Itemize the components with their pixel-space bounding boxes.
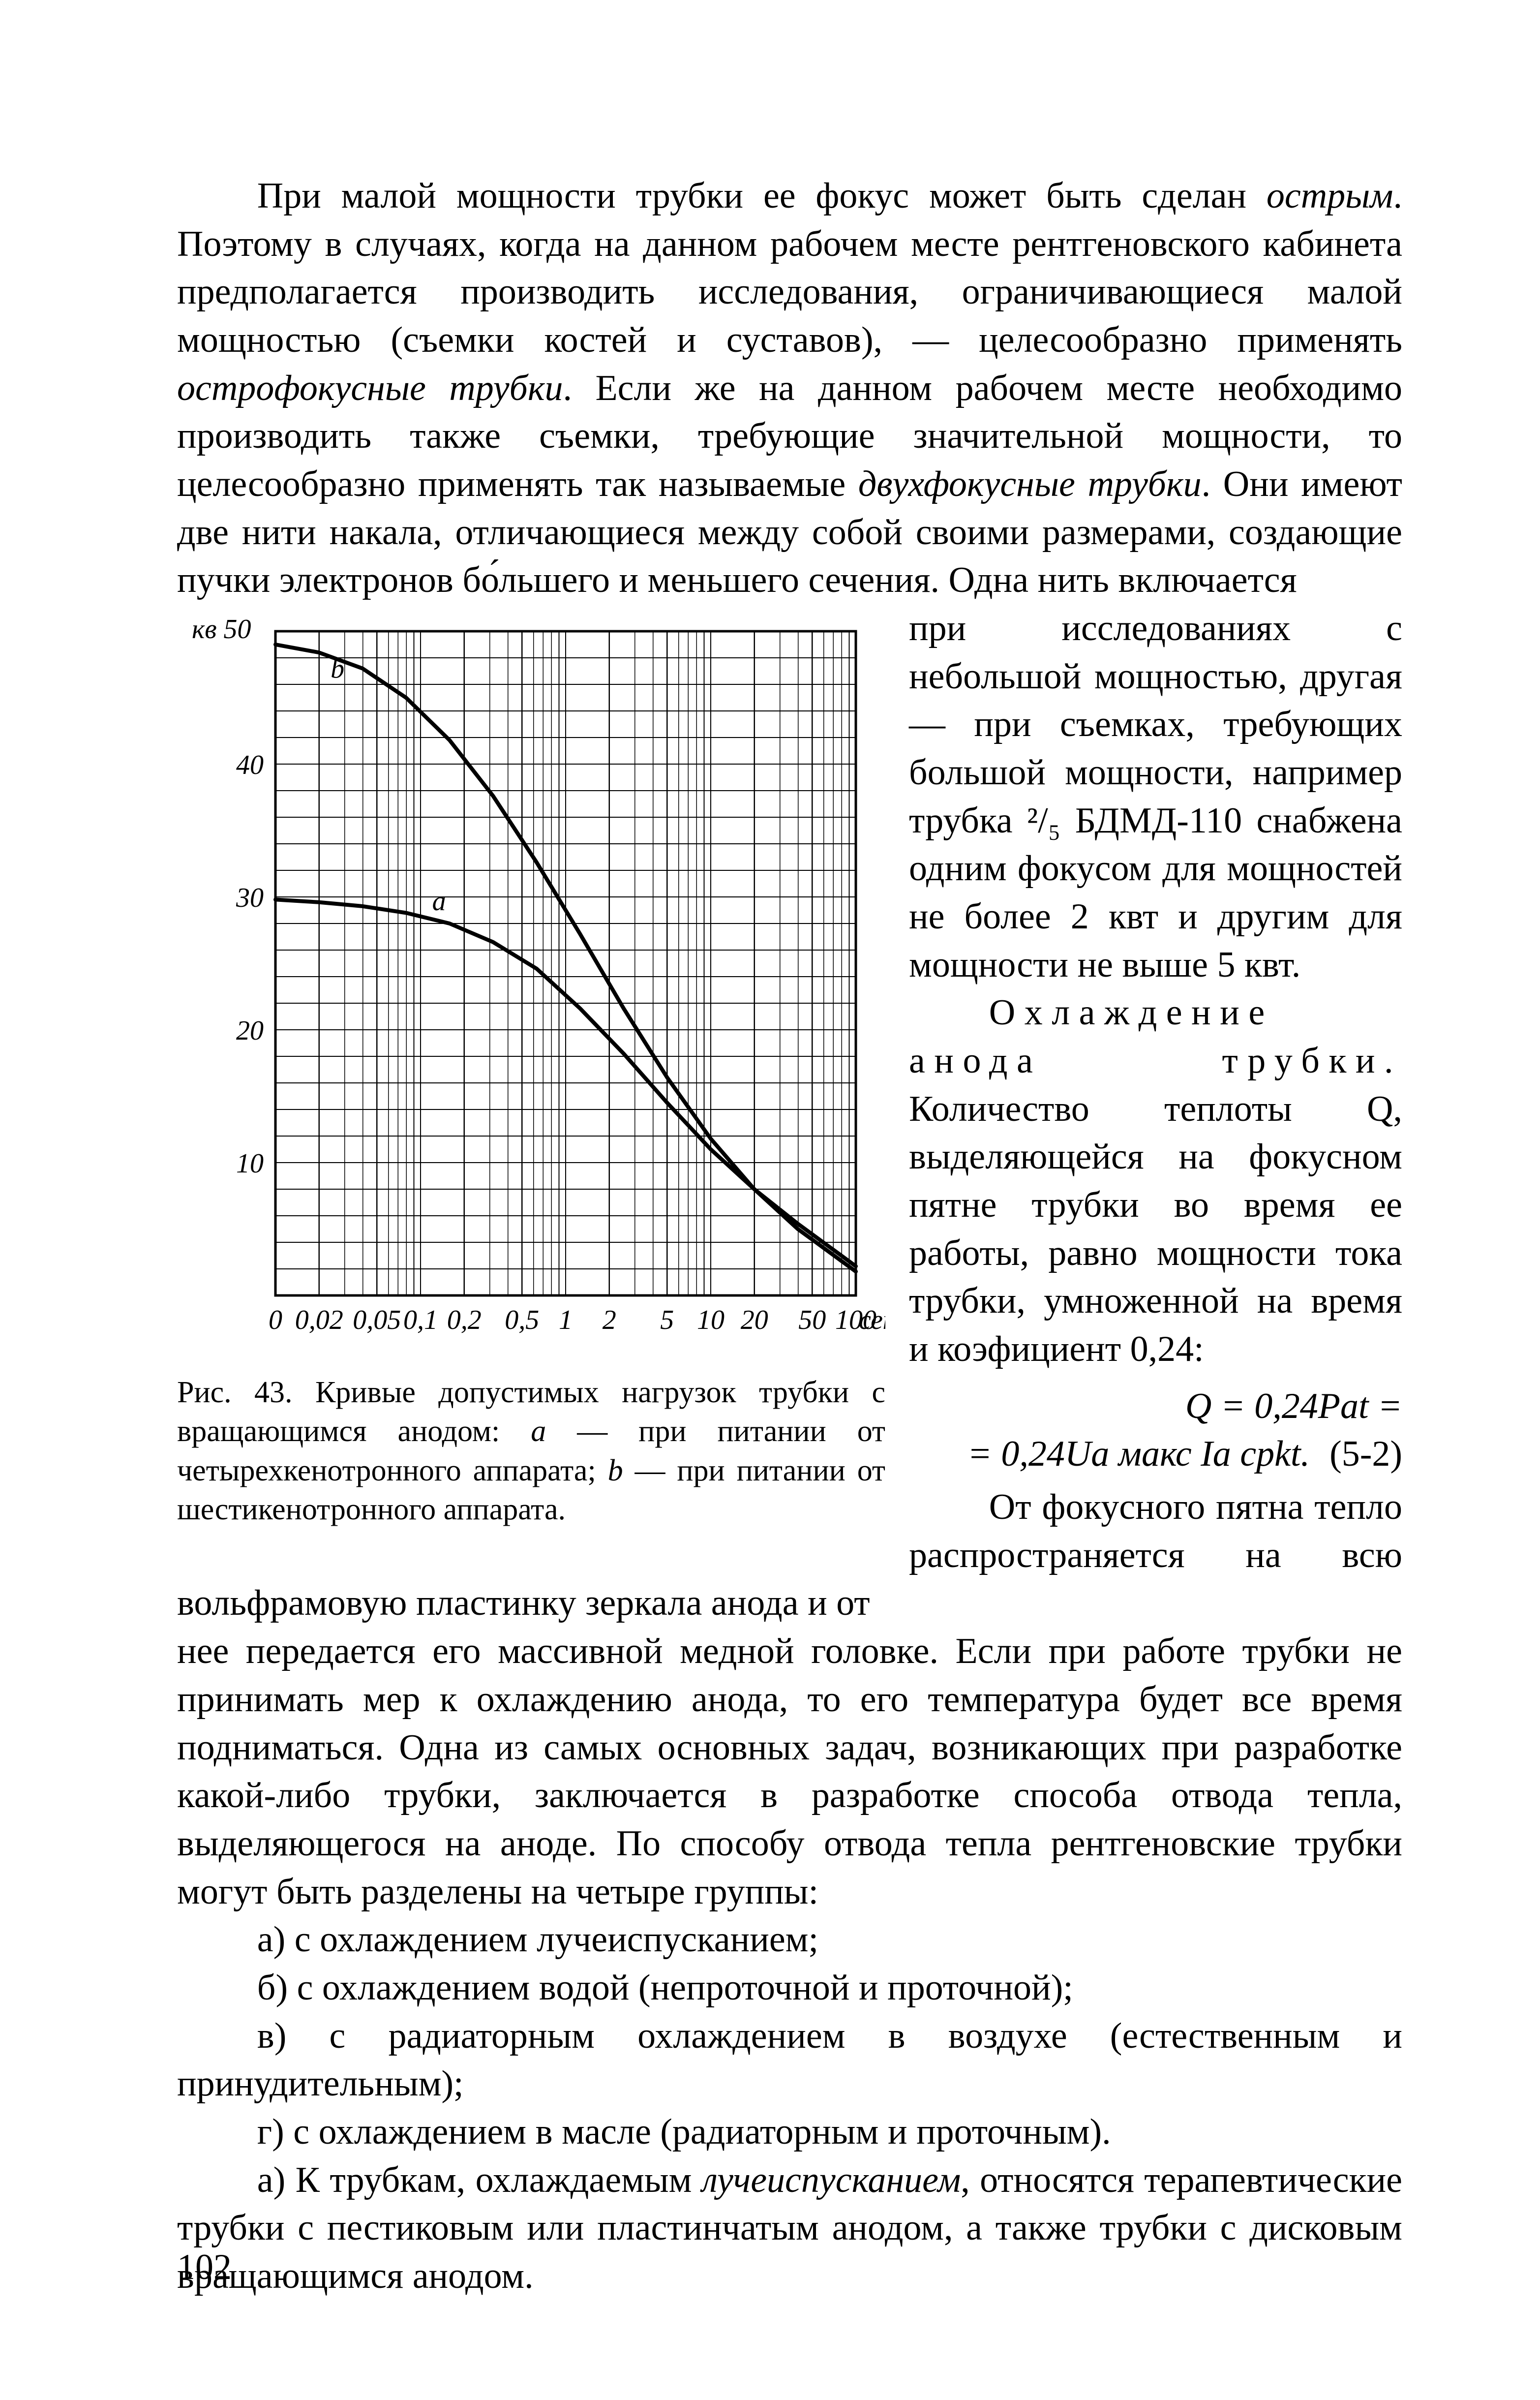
svg-text:0,02: 0,02: [295, 1305, 343, 1335]
svg-text:2: 2: [603, 1305, 616, 1335]
svg-text:b: b: [331, 654, 344, 684]
chart-svg: а b 10 20 30 40 кв 50 0 0,02 0,050,1 0,2 0,5 12 5 10 20…: [177, 612, 885, 1359]
paragraph-p5: а) К трубкам, охлаждаемым лучеиспускание…: [177, 2156, 1402, 2301]
svg-text:10: 10: [697, 1305, 725, 1335]
svg-text:0,2: 0,2: [447, 1305, 482, 1335]
page-number: 102: [177, 2244, 232, 2292]
svg-text:кв 50: кв 50: [192, 614, 251, 645]
svg-text:0: 0: [269, 1305, 282, 1335]
svg-text:40: 40: [236, 750, 264, 780]
svg-text:10: 10: [236, 1148, 264, 1179]
figure-43: а b 10 20 30 40 кв 50 0 0,02 0,050,1 0,2 0,5 12 5 10 20…: [177, 612, 885, 1529]
chart-and-text-block: а b 10 20 30 40 кв 50 0 0,02 0,050,1 0,2 0,5 12 5 10 20…: [177, 605, 1402, 1628]
svg-text:1: 1: [559, 1305, 573, 1335]
list-g: г) с охлаждением в масле (радиаторным и …: [177, 2108, 1402, 2156]
svg-text:5: 5: [660, 1305, 674, 1335]
svg-text:0,5: 0,5: [505, 1305, 539, 1335]
svg-text:сек: сек: [859, 1305, 885, 1335]
svg-text:20: 20: [236, 1015, 264, 1046]
svg-text:0,05: 0,05: [353, 1305, 401, 1335]
svg-text:а: а: [432, 886, 446, 917]
paragraph-intro: При малой мощности трубки ее фокус может…: [177, 172, 1402, 605]
list-v: в) с радиаторным охлаждением в воздухе (…: [177, 2012, 1402, 2108]
list-a: а) с охлаждением лучеиспусканием;: [177, 1916, 1402, 1964]
paragraph-p4: нее передается его массивной медной голо…: [177, 1628, 1402, 1916]
svg-text:50: 50: [798, 1305, 826, 1335]
svg-text:30: 30: [236, 883, 264, 913]
svg-text:0,1: 0,1: [403, 1305, 438, 1335]
list-b: б) с охлаждением водой (непроточной и пр…: [177, 1964, 1402, 2012]
section-lead: Охлаждение анода трубки.: [909, 992, 1402, 1081]
figure-43-caption: Рис. 43. Кривые допустимых нагрузок труб…: [177, 1373, 885, 1529]
svg-text:20: 20: [741, 1305, 768, 1335]
